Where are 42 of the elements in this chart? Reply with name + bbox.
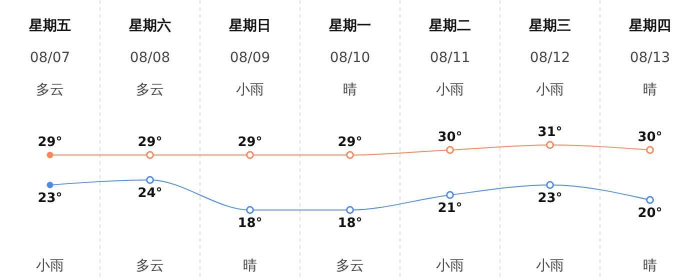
point: [146, 176, 154, 184]
x-tick-label: 星期四 08/13 晴: [628, 18, 671, 98]
x-tick-label: 星期二 08/11 小雨: [428, 18, 471, 98]
text: 晴: [243, 258, 257, 274]
point: [346, 151, 354, 159]
point: [46, 152, 54, 158]
data-label: 23°: [538, 191, 562, 206]
point: [346, 206, 354, 214]
point: [246, 206, 254, 214]
data-label: 31°: [538, 125, 562, 140]
point: [646, 146, 654, 154]
x-tick-label: 星期一 08/10 晴: [328, 18, 371, 98]
data-label: 30°: [638, 130, 662, 145]
text: 小雨: [36, 258, 64, 274]
point: [246, 151, 254, 159]
point: [446, 146, 454, 154]
data-label: 29°: [338, 135, 362, 150]
text: 多云: [136, 258, 164, 274]
data-label: 18°: [338, 216, 362, 231]
x-tick-label: 星期六 08/08 多云: [128, 17, 171, 98]
point: [546, 141, 554, 149]
data-label: 24°: [138, 186, 162, 201]
point: [46, 182, 54, 188]
x-tick-label: 星期五 08/07 多云: [28, 18, 71, 98]
text: 小雨: [436, 258, 464, 274]
point: [646, 196, 654, 204]
data-label: 18°: [238, 216, 262, 231]
data-label: 21°: [438, 201, 462, 216]
data-label: 29°: [238, 135, 262, 150]
data-label: 20°: [638, 206, 662, 221]
text: 小雨: [536, 258, 564, 274]
point: [446, 191, 454, 199]
data-label: 23°: [38, 191, 62, 206]
data-label: 30°: [438, 130, 462, 145]
point: [146, 151, 154, 159]
data-label: 29°: [38, 135, 62, 150]
x-tick-label: 星期日 08/09 小雨: [228, 18, 271, 98]
data-label: 29°: [138, 135, 162, 150]
point: [546, 181, 554, 189]
text: 晴: [643, 258, 657, 274]
text: 多云: [336, 258, 364, 274]
x-tick-label: 星期三 08/12 小雨: [528, 18, 571, 98]
